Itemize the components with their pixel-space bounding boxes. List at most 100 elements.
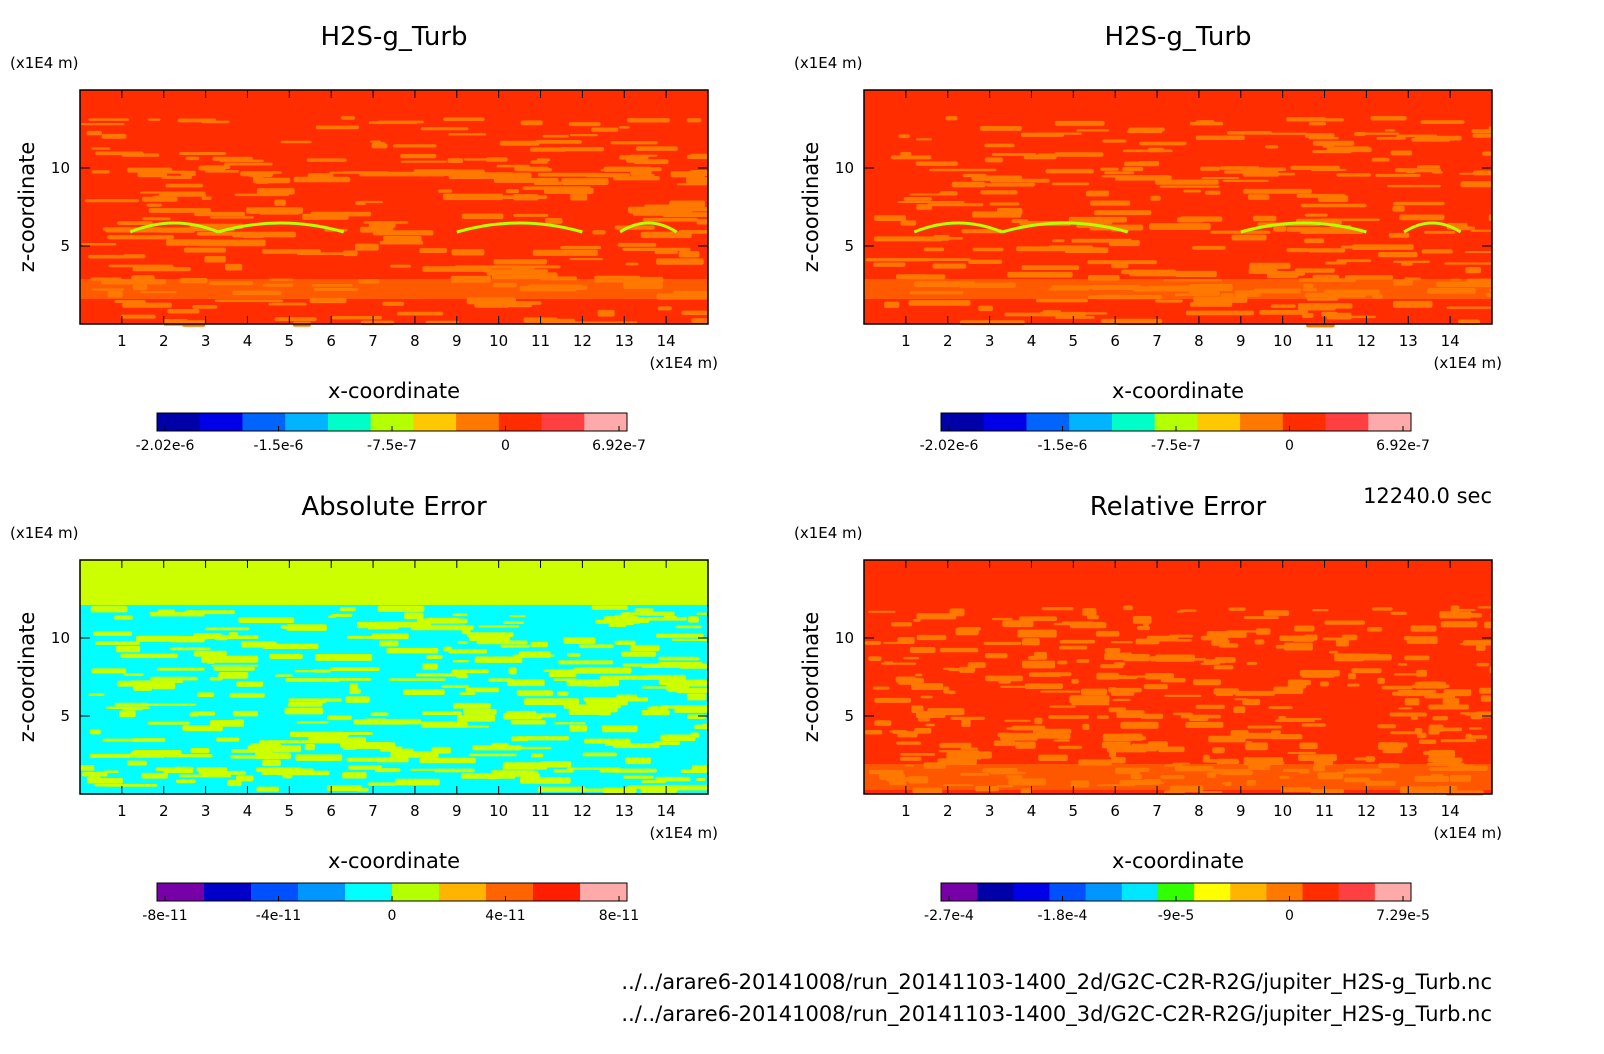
- plot-frame: [79, 559, 709, 795]
- contour-streak: [897, 200, 965, 204]
- error-streak: [896, 741, 922, 745]
- error-streak: [1076, 659, 1090, 663]
- error-streak: [1115, 675, 1128, 678]
- error-streak: [376, 757, 409, 763]
- error-streak: [209, 677, 223, 681]
- error-streak: [897, 731, 918, 738]
- colorbar-tick-label: -9e-5: [1158, 908, 1195, 924]
- error-streak: [622, 663, 673, 667]
- contour-streak: [1036, 298, 1088, 303]
- panel-4: Relative Error(x1E4 m)1 2 3 4 5 6 7 8 9 10 11 12 13 1…: [794, 492, 1502, 924]
- colorbar-tick-label: -2.02e-6: [920, 438, 979, 454]
- x-tick-label: 2: [159, 802, 169, 820]
- error-streak: [367, 782, 397, 786]
- error-streak: [1058, 745, 1083, 749]
- contour-streak: [205, 170, 240, 173]
- error-streak: [674, 707, 708, 713]
- contour-streak: [143, 168, 164, 171]
- error-streak: [262, 759, 281, 767]
- error-streak: [1069, 622, 1107, 629]
- error-streak: [1476, 711, 1492, 718]
- error-streak: [287, 701, 323, 707]
- contour-streak: [342, 171, 389, 174]
- colorbar-tick-label: 0: [388, 908, 397, 924]
- colorbar-swatch: [1069, 413, 1113, 431]
- error-streak: [114, 615, 133, 620]
- file-path-2: ../../arare6-20141008/run_20141103-1400_…: [621, 1002, 1492, 1026]
- error-streak: [345, 696, 370, 703]
- contour-streak: [91, 147, 111, 150]
- contour-streak: [373, 230, 434, 236]
- contour-streak: [420, 127, 469, 131]
- error-streak: [925, 723, 935, 727]
- contour-streak: [1205, 190, 1221, 195]
- colorbar-swatch: [580, 883, 628, 901]
- error-streak: [472, 745, 522, 751]
- error-streak: [1465, 735, 1488, 739]
- error-streak: [1140, 713, 1164, 719]
- error-streak: [1354, 757, 1376, 761]
- x-tick-label: 6: [1110, 802, 1120, 820]
- contour-streak: [915, 161, 958, 166]
- error-streak: [1372, 607, 1393, 611]
- panel-1: H2S-g_Turb(x1E4 m)1 2 3 4 5 6 7 8 9 10 11 12 13 14510…: [10, 22, 718, 454]
- y-unit-label: (x1E4 m): [794, 54, 863, 72]
- colorbar-swatch: [1197, 413, 1241, 431]
- contour-streak: [900, 152, 912, 156]
- error-streak: [627, 784, 664, 789]
- contour-streak: [1392, 201, 1445, 206]
- error-streak: [1180, 714, 1221, 719]
- contour-streak: [1090, 200, 1131, 206]
- y-tick-label: 5: [60, 707, 70, 725]
- contour-streak: [1071, 238, 1132, 243]
- error-streak: [671, 638, 708, 641]
- contour-streak: [1222, 179, 1269, 182]
- error-streak: [548, 671, 577, 678]
- plot-frame: [863, 559, 1493, 795]
- error-streak: [603, 616, 639, 622]
- contour-streak: [1471, 129, 1492, 134]
- error-streak: [415, 673, 467, 677]
- colorbar-tick-label: 6.92e-7: [1376, 438, 1430, 454]
- error-streak: [150, 676, 199, 681]
- colorbar-tick-label: 6.92e-7: [592, 438, 646, 454]
- contour-streak: [1149, 223, 1211, 230]
- chart-title: Relative Error: [1090, 492, 1267, 522]
- contour-streak: [438, 189, 453, 193]
- y-unit-label: (x1E4 m): [794, 524, 863, 542]
- contour-streak: [502, 195, 548, 199]
- error-streak: [182, 725, 209, 729]
- error-streak: [1313, 757, 1334, 766]
- error-streak: [1053, 739, 1070, 742]
- error-streak: [1367, 626, 1383, 632]
- x-tick-label: 7: [368, 802, 378, 820]
- contour-streak: [1063, 312, 1108, 315]
- contour-streak: [909, 193, 943, 196]
- error-streak: [508, 667, 517, 675]
- error-streak: [88, 693, 105, 696]
- contour-streak: [315, 125, 360, 130]
- y-axis-label: z-coordinate: [15, 612, 39, 743]
- contour-streak: [640, 231, 692, 239]
- error-streak: [920, 695, 933, 699]
- colorbar-swatch: [1240, 413, 1284, 431]
- contour-streak: [419, 248, 447, 254]
- contour-streak: [132, 266, 191, 272]
- contour-streak: [1388, 232, 1410, 238]
- error-streak: [1096, 672, 1120, 680]
- error-streak: [280, 625, 323, 629]
- error-streak: [948, 690, 956, 695]
- error-streak: [117, 680, 165, 687]
- contour-streak: [1155, 179, 1219, 185]
- contour-streak: [654, 250, 679, 255]
- contour-streak: [691, 318, 708, 323]
- contour-streak: [1054, 120, 1105, 126]
- error-streak: [962, 751, 992, 759]
- error-streak: [865, 729, 883, 735]
- contour-streak: [927, 203, 984, 207]
- error-streak: [1477, 606, 1492, 609]
- plot-frame: [863, 89, 1493, 325]
- error-streak: [1041, 607, 1074, 611]
- contour-streak: [1431, 170, 1443, 174]
- error-streak: [602, 787, 637, 794]
